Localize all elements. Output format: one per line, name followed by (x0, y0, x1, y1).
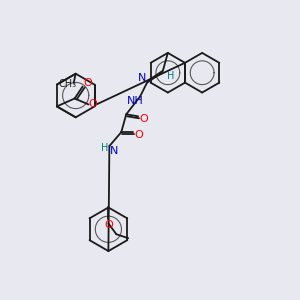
Text: N: N (110, 146, 118, 156)
Text: NH: NH (127, 97, 143, 106)
Text: O: O (135, 130, 143, 140)
Text: H: H (101, 143, 108, 153)
Text: N: N (138, 73, 146, 83)
Text: CH₃: CH₃ (59, 79, 77, 88)
Text: O: O (140, 114, 148, 124)
Text: H: H (167, 71, 175, 81)
Text: O: O (83, 78, 92, 88)
Text: O: O (104, 220, 113, 230)
Text: O: O (88, 99, 97, 110)
